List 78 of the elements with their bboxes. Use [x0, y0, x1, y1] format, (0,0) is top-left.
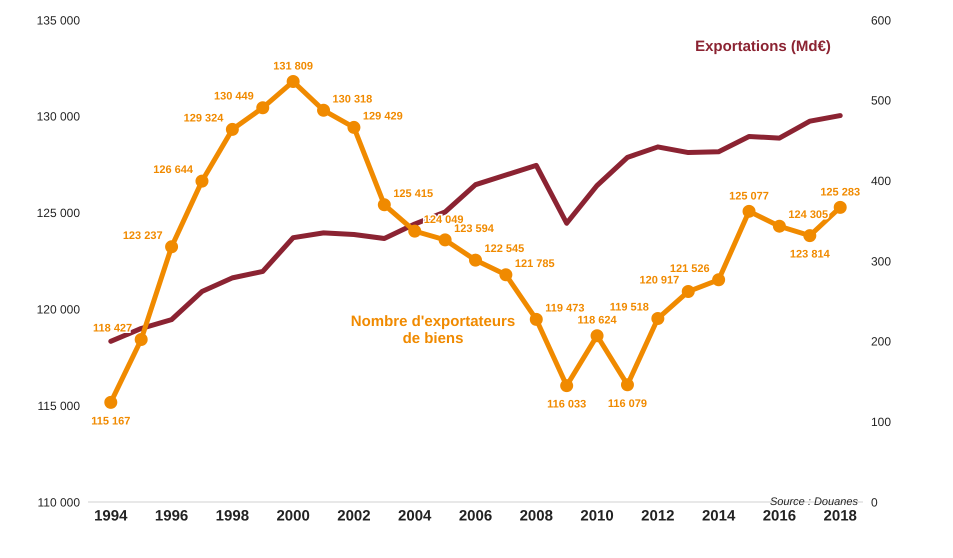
point — [438, 233, 452, 246]
data-label: 121 785 — [514, 258, 555, 270]
data-label: 119 518 — [610, 301, 649, 314]
point — [590, 329, 604, 342]
data-label: 119 473 — [545, 302, 584, 314]
y2-tick-label: 300 — [871, 254, 892, 268]
data-label: 129 429 — [362, 110, 403, 122]
point — [560, 379, 574, 392]
x-tick-label: 2002 — [337, 508, 371, 525]
data-label: 115 167 — [91, 415, 130, 428]
y-tick-label: 130 000 — [36, 110, 80, 124]
data-label: 116 079 — [608, 398, 648, 410]
y2-tick-label: 400 — [871, 174, 892, 188]
x-tick-label: 2016 — [762, 508, 796, 525]
data-label: 121 526 — [670, 262, 710, 275]
x-tick-label: 2014 — [702, 508, 736, 525]
data-label: 122 545 — [484, 243, 524, 256]
point — [408, 224, 422, 238]
y2-tick-label: 100 — [871, 414, 892, 429]
y2-tick-label: 500 — [871, 94, 892, 108]
point — [682, 285, 695, 298]
point — [772, 220, 786, 233]
point — [712, 273, 726, 286]
y-tick-label: 135 000 — [36, 13, 80, 28]
data-label: 118 427 — [93, 322, 132, 335]
data-label: 123 594 — [454, 222, 495, 235]
point — [195, 174, 208, 188]
data-label: 131 809 — [273, 60, 314, 73]
data-label: 129 324 — [184, 112, 224, 124]
point — [226, 122, 239, 136]
point — [620, 378, 634, 392]
point — [347, 120, 360, 134]
y-tick-label: 120 000 — [36, 302, 80, 316]
point — [286, 75, 300, 88]
y-tick-label: 110 000 — [38, 495, 80, 510]
x-tick-label: 2004 — [398, 508, 432, 525]
point — [165, 240, 178, 254]
point — [742, 204, 756, 218]
point — [104, 396, 118, 409]
point — [530, 312, 543, 326]
data-label: 125 283 — [820, 186, 860, 198]
point — [378, 198, 391, 212]
data-label: 123 814 — [790, 248, 831, 261]
point — [317, 104, 330, 117]
data-label: 118 624 — [577, 314, 618, 327]
data-label: 125 077 — [729, 190, 769, 202]
x-tick-label: 2010 — [580, 508, 614, 525]
point — [499, 268, 512, 282]
y-tick-label: 125 000 — [36, 206, 80, 220]
data-label: 123 237 — [122, 230, 163, 242]
data-label: 130 449 — [214, 90, 254, 103]
point — [803, 229, 816, 242]
point — [651, 312, 664, 325]
y2-tick-label: 200 — [871, 334, 892, 349]
x-tick-label: 2006 — [458, 508, 492, 525]
y2-tick-label: 600 — [871, 13, 892, 28]
data-label: 125 415 — [393, 188, 434, 200]
x-tick-label: 1994 — [94, 508, 128, 525]
point — [469, 254, 482, 267]
y2-tick-label: 0 — [871, 495, 878, 510]
annotation: Source : Douanes — [770, 496, 858, 508]
point — [256, 101, 270, 114]
point — [834, 200, 847, 214]
x-tick-label: 2008 — [520, 508, 553, 525]
x-tick-label: 1998 — [216, 508, 250, 525]
series-label: Nombre d'exportateurs de biens — [350, 313, 516, 347]
data-label: 120 917 — [639, 274, 680, 287]
x-tick-label: 2018 — [824, 508, 857, 525]
x-tick-label: 2012 — [641, 508, 675, 525]
x-tick-label: 1996 — [154, 508, 188, 525]
x-tick-label: 2000 — [276, 508, 310, 525]
data-label: 126 644 — [153, 164, 194, 176]
data-label: 116 033 — [547, 398, 586, 411]
data-label: 124 305 — [788, 209, 828, 222]
point — [134, 333, 148, 346]
data-label: 130 318 — [332, 93, 372, 106]
y-tick-label: 115 000 — [38, 398, 80, 413]
text: Exportations (Md€) — [694, 38, 832, 55]
